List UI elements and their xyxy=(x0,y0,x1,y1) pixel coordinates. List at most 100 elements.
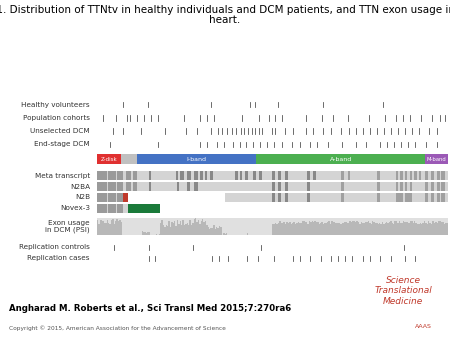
Bar xyxy=(117,171,123,180)
Bar xyxy=(147,232,148,235)
Bar xyxy=(385,223,386,235)
Bar xyxy=(176,171,178,180)
Bar xyxy=(101,220,102,235)
Bar xyxy=(121,222,122,235)
Bar xyxy=(206,225,207,235)
Bar xyxy=(425,193,428,202)
Bar xyxy=(368,221,369,235)
Bar xyxy=(429,223,431,235)
Bar xyxy=(323,224,324,235)
Bar xyxy=(396,193,403,202)
Bar xyxy=(404,222,405,235)
Bar xyxy=(386,222,387,235)
Bar xyxy=(108,171,116,180)
Bar xyxy=(346,223,348,235)
Bar xyxy=(378,224,379,235)
Bar xyxy=(441,182,445,191)
Bar xyxy=(118,221,119,235)
Bar xyxy=(377,182,380,191)
Bar xyxy=(278,182,281,191)
Text: Angharad M. Roberts et al., Sci Transl Med 2015;7:270ra6: Angharad M. Roberts et al., Sci Transl M… xyxy=(9,304,291,313)
Bar xyxy=(109,223,111,235)
Bar xyxy=(275,223,276,235)
Bar xyxy=(202,219,203,235)
Bar xyxy=(431,171,434,180)
Bar xyxy=(97,204,128,213)
Bar xyxy=(428,221,429,235)
Bar xyxy=(187,171,191,180)
Bar xyxy=(326,223,327,235)
Bar xyxy=(97,193,107,202)
Bar xyxy=(409,223,410,235)
Bar xyxy=(108,182,116,191)
Bar xyxy=(444,224,445,235)
Bar xyxy=(333,222,334,235)
Bar xyxy=(341,193,344,202)
Bar xyxy=(215,230,216,235)
Bar xyxy=(253,171,256,180)
Bar xyxy=(341,182,344,191)
Bar xyxy=(321,222,323,235)
Bar xyxy=(199,224,201,235)
Bar xyxy=(431,182,434,191)
Bar xyxy=(212,227,213,235)
Bar xyxy=(335,223,337,235)
Bar xyxy=(115,221,117,235)
Bar xyxy=(112,219,113,235)
Bar xyxy=(403,221,404,235)
Bar xyxy=(425,154,448,164)
Bar xyxy=(417,224,418,235)
Bar xyxy=(194,171,198,180)
Bar xyxy=(272,223,274,235)
Bar xyxy=(177,182,179,191)
Bar xyxy=(284,182,288,191)
Bar xyxy=(247,233,248,235)
Bar xyxy=(278,223,279,235)
Bar xyxy=(296,223,297,235)
Bar xyxy=(376,223,378,235)
Text: N2B: N2B xyxy=(75,194,90,200)
Bar xyxy=(411,221,413,235)
Bar xyxy=(393,224,394,235)
Bar xyxy=(284,171,288,180)
Bar xyxy=(396,221,397,235)
Bar xyxy=(348,171,350,180)
Bar xyxy=(226,234,227,235)
Bar xyxy=(394,221,396,235)
Bar xyxy=(171,222,172,235)
Bar xyxy=(102,221,104,235)
Bar xyxy=(442,222,444,235)
Bar xyxy=(419,171,421,180)
Text: Exon usage
in DCM (PSI): Exon usage in DCM (PSI) xyxy=(45,220,90,233)
Bar xyxy=(310,222,311,235)
Bar xyxy=(299,223,300,235)
Bar xyxy=(414,221,415,235)
Text: N2BA: N2BA xyxy=(70,184,90,190)
Bar xyxy=(414,171,417,180)
Bar xyxy=(431,193,434,202)
Bar xyxy=(256,154,425,164)
Bar xyxy=(410,171,412,180)
Bar xyxy=(148,232,150,235)
Bar xyxy=(144,232,146,235)
Bar xyxy=(178,224,180,235)
Bar xyxy=(180,221,181,235)
Bar xyxy=(380,224,382,235)
Bar xyxy=(113,224,115,235)
Bar xyxy=(365,222,366,235)
Bar xyxy=(319,223,320,235)
Bar xyxy=(126,182,131,191)
Bar xyxy=(259,171,262,180)
Bar xyxy=(425,222,427,235)
Bar xyxy=(99,220,101,235)
Bar xyxy=(197,222,198,235)
Bar xyxy=(331,221,333,235)
Bar xyxy=(300,223,302,235)
Bar xyxy=(435,222,436,235)
Bar xyxy=(189,220,191,235)
Bar xyxy=(306,193,310,202)
Bar xyxy=(313,171,316,180)
Bar xyxy=(200,171,203,180)
Bar xyxy=(181,225,182,235)
Text: Unselected DCM: Unselected DCM xyxy=(30,128,90,134)
